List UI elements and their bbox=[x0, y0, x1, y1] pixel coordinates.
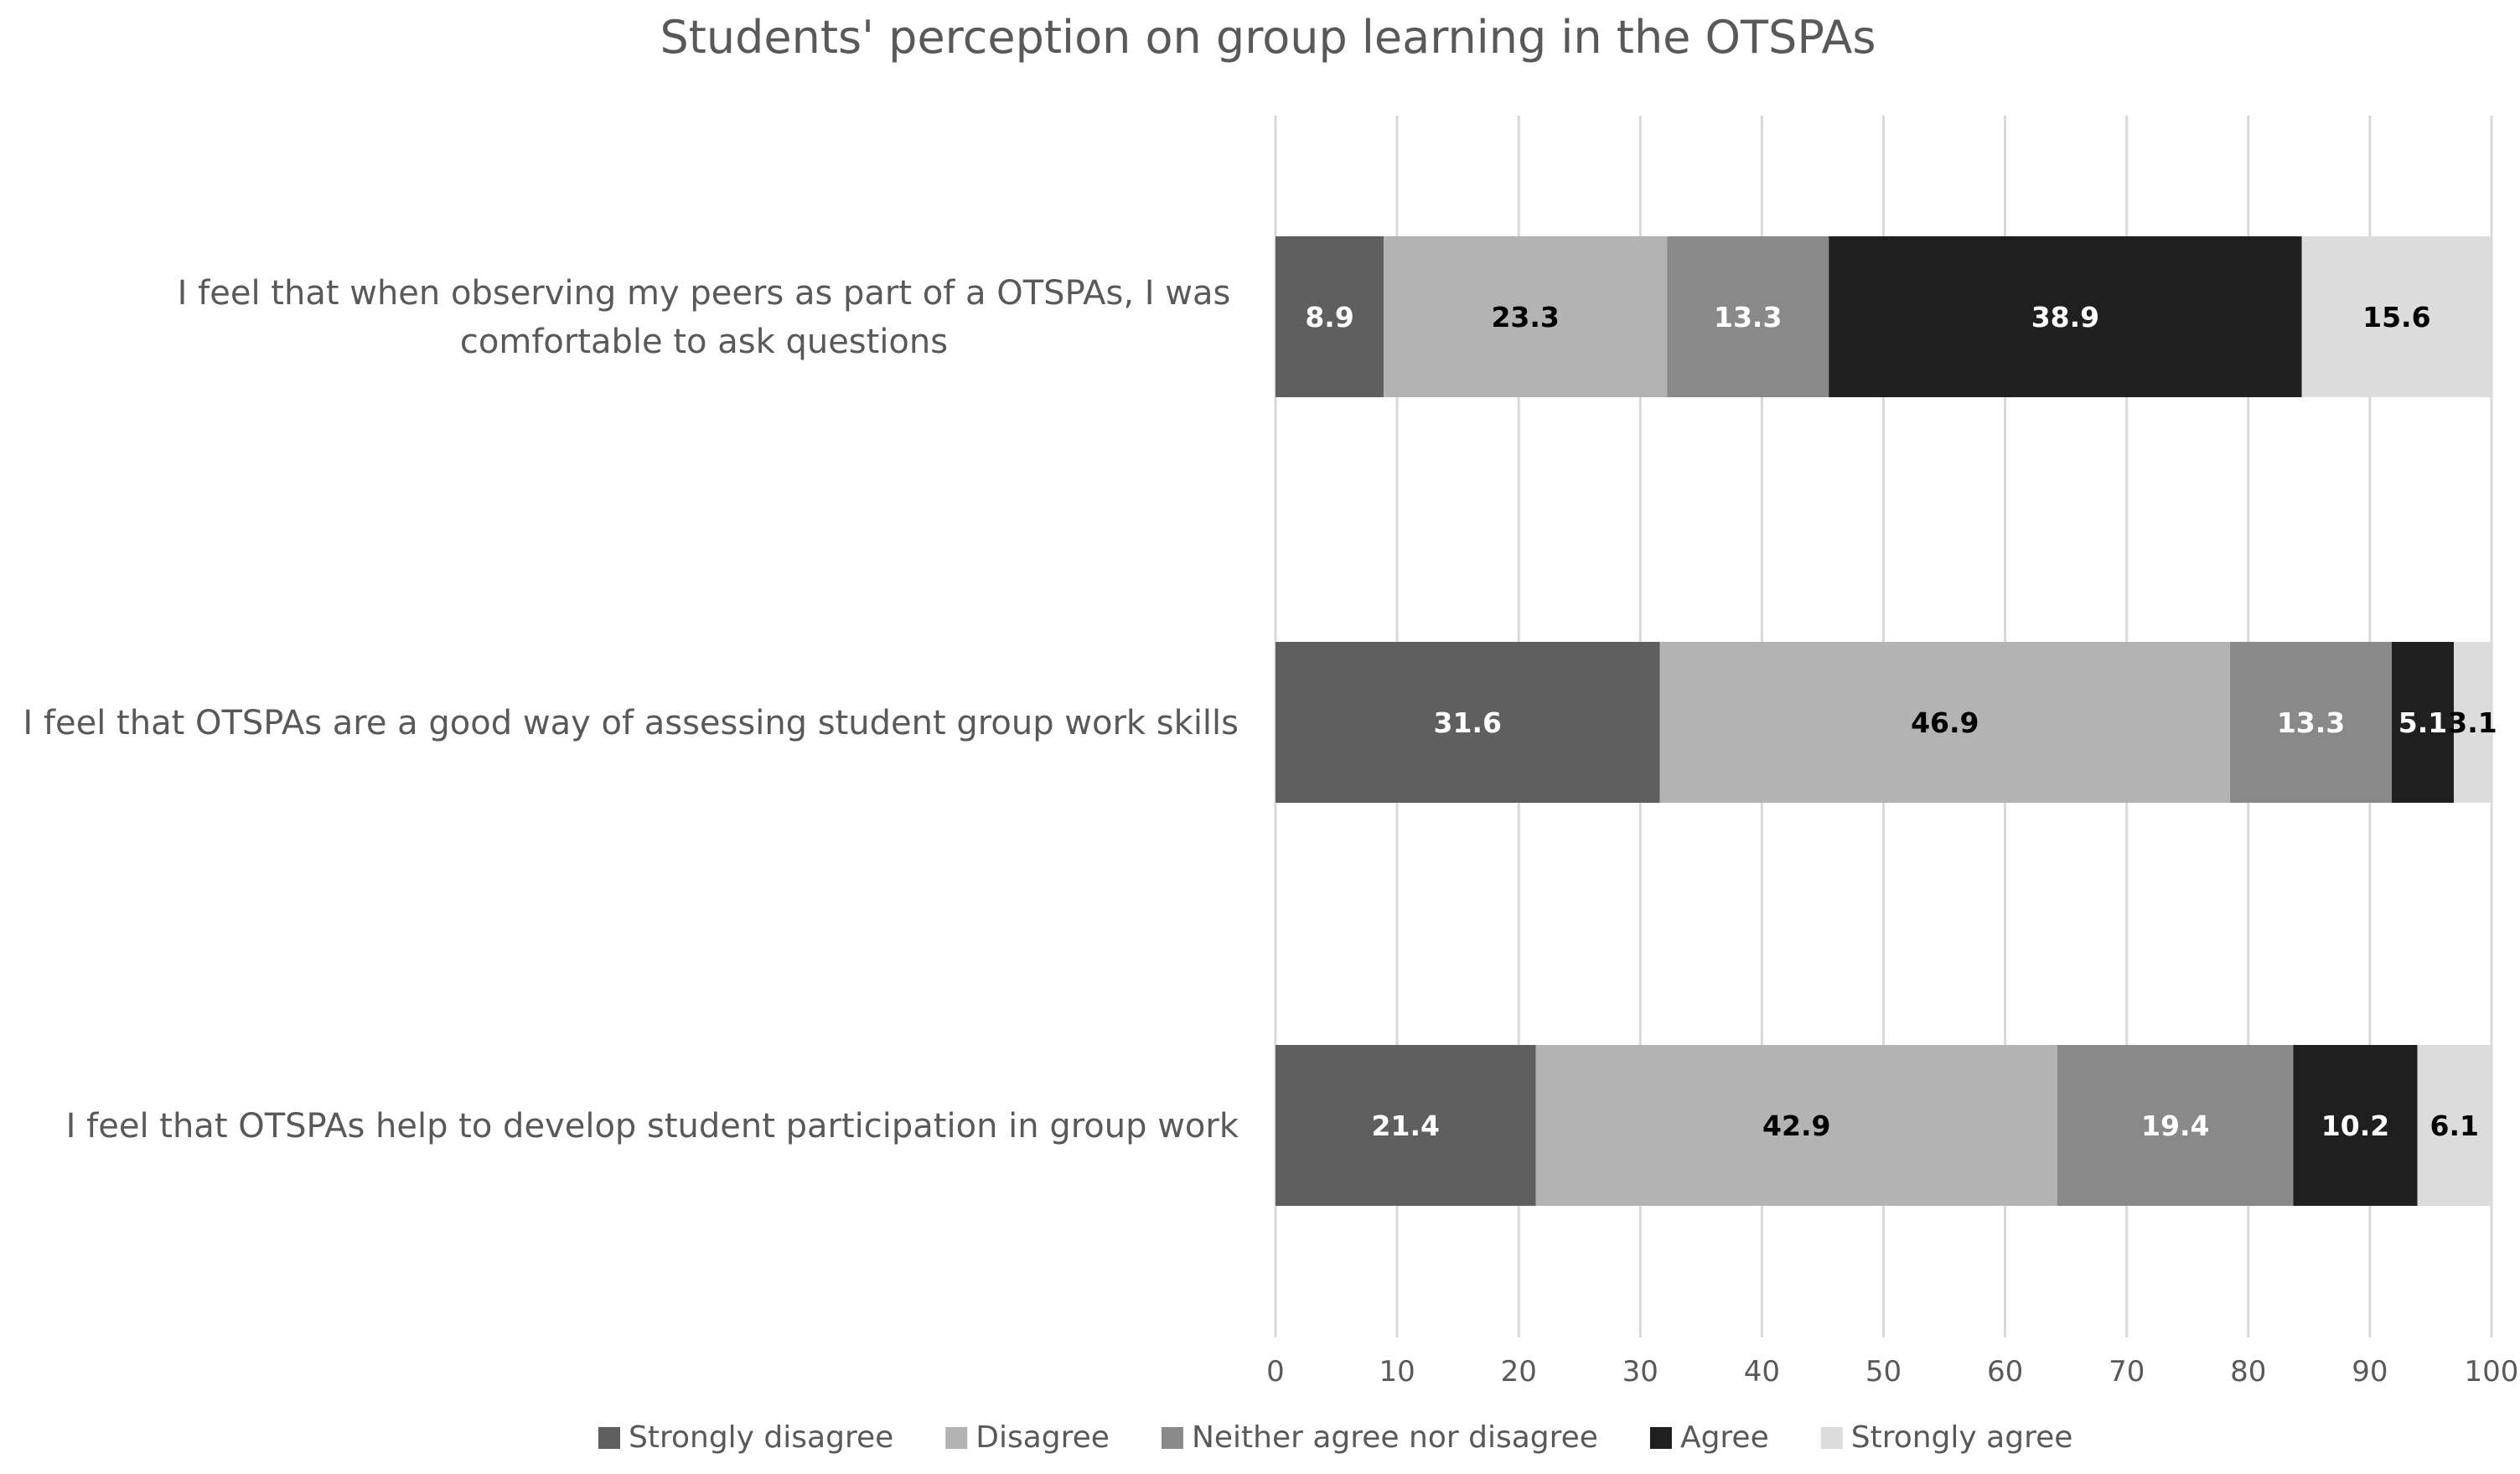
bar-neither-agree-nor-disagree-row-3 bbox=[2057, 1045, 2294, 1206]
data-label-neither-agree-nor-disagree-row-1: 13.3 bbox=[1714, 301, 1782, 334]
data-label-strongly-disagree-row-3: 21.4 bbox=[1372, 1109, 1440, 1142]
bar-strongly-disagree-row-3 bbox=[1276, 1045, 1536, 1206]
data-label-neither-agree-nor-disagree-row-2: 13.3 bbox=[2277, 706, 2345, 739]
bar-disagree-row-3 bbox=[1535, 1045, 2057, 1206]
legend-label-strongly-agree: Strongly agree bbox=[1851, 1420, 2073, 1455]
legend-swatch-agree bbox=[1649, 1427, 1672, 1449]
category-label-row-3-line-1: I feel that OTSPAs help to develop stude… bbox=[66, 1107, 1239, 1146]
x-axis-ticks: 0 10 20 30 40 50 60 70 80 90 100 bbox=[1266, 1355, 2518, 1389]
x-tick-label-50: 50 bbox=[1865, 1355, 1902, 1389]
data-label-agree-row-2: 5.1 bbox=[2398, 706, 2447, 739]
legend-label-strongly-disagree: Strongly disagree bbox=[629, 1420, 893, 1455]
data-label-strongly-agree-row-3: 6.1 bbox=[2430, 1109, 2479, 1142]
bar-strongly-agree-row-1 bbox=[2301, 236, 2492, 397]
legend-swatch-neither-agree-nor-disagree bbox=[1161, 1427, 1183, 1449]
x-tick-label-60: 60 bbox=[1987, 1355, 2023, 1389]
bar-strongly-disagree-row-2 bbox=[1276, 642, 1660, 803]
category-label-row-1-line-2: comfortable to ask questions bbox=[460, 323, 948, 361]
bar-strongly-agree-row-2 bbox=[2454, 642, 2492, 803]
data-label-agree-row-3: 10.2 bbox=[2321, 1109, 2389, 1142]
data-label-strongly-disagree-row-1: 8.9 bbox=[1305, 301, 1353, 334]
data-label-disagree-row-3: 42.9 bbox=[1762, 1109, 1830, 1142]
data-label-strongly-agree-row-2: 3.1 bbox=[2448, 706, 2497, 739]
category-label-row-1-line-1: I feel that when observing my peers as p… bbox=[178, 274, 1231, 313]
x-tick-label-10: 10 bbox=[1379, 1355, 1415, 1389]
bar-disagree-row-1 bbox=[1384, 236, 1668, 397]
data-label-disagree-row-2: 46.9 bbox=[1911, 706, 1979, 739]
data-label-strongly-disagree-row-2: 31.6 bbox=[1434, 706, 1502, 739]
category-label-row-2-line-1: I feel that OTSPAs are a good way of ass… bbox=[23, 704, 1239, 742]
x-tick-label-90: 90 bbox=[2352, 1355, 2388, 1389]
bar-neither-agree-nor-disagree-row-1 bbox=[1667, 236, 1829, 397]
x-tick-label-80: 80 bbox=[2230, 1355, 2266, 1389]
bar-neither-agree-nor-disagree-row-2 bbox=[2230, 642, 2393, 803]
data-label-neither-agree-nor-disagree-row-3: 19.4 bbox=[2141, 1109, 2209, 1142]
bar-agree-row-3 bbox=[2293, 1045, 2418, 1206]
bar-strongly-disagree-row-1 bbox=[1276, 236, 1384, 397]
legend-swatch-strongly-agree bbox=[1820, 1427, 1843, 1449]
legend-swatch-strongly-disagree bbox=[598, 1427, 620, 1449]
data-label-strongly-agree-row-1: 15.6 bbox=[2362, 301, 2430, 334]
legend: Strongly disagree Disagree Neither agree n… bbox=[598, 1420, 2072, 1455]
x-tick-label-100: 100 bbox=[2465, 1355, 2519, 1389]
category-labels: I feel that when observing my peers as p… bbox=[23, 274, 1239, 1146]
x-tick-label-30: 30 bbox=[1622, 1355, 1658, 1389]
bar-disagree-row-2 bbox=[1659, 642, 2231, 803]
x-tick-label-20: 20 bbox=[1501, 1355, 1537, 1389]
x-tick-label-70: 70 bbox=[2109, 1355, 2145, 1389]
chart-title: Students' perception on group learning i… bbox=[660, 11, 1876, 64]
bar-strongly-agree-row-3 bbox=[2417, 1045, 2492, 1206]
legend-swatch-disagree bbox=[945, 1427, 968, 1449]
legend-label-neither-agree-nor-disagree: Neither agree nor disagree bbox=[1192, 1420, 1598, 1455]
bars: 8.9 23.3 13.3 38.9 15.6 31.6 46.9 13.3 5.1 3.1 21.… bbox=[1276, 236, 2497, 1206]
x-tick-label-40: 40 bbox=[1744, 1355, 1780, 1389]
bar-agree-row-2 bbox=[2392, 642, 2455, 803]
legend-label-disagree: Disagree bbox=[975, 1420, 1110, 1455]
bar-agree-row-1 bbox=[1829, 236, 2302, 397]
x-tick-label-0: 0 bbox=[1266, 1355, 1285, 1389]
data-label-agree-row-1: 38.9 bbox=[2031, 301, 2099, 334]
legend-label-agree: Agree bbox=[1680, 1420, 1769, 1455]
data-label-disagree-row-1: 23.3 bbox=[1491, 301, 1559, 334]
